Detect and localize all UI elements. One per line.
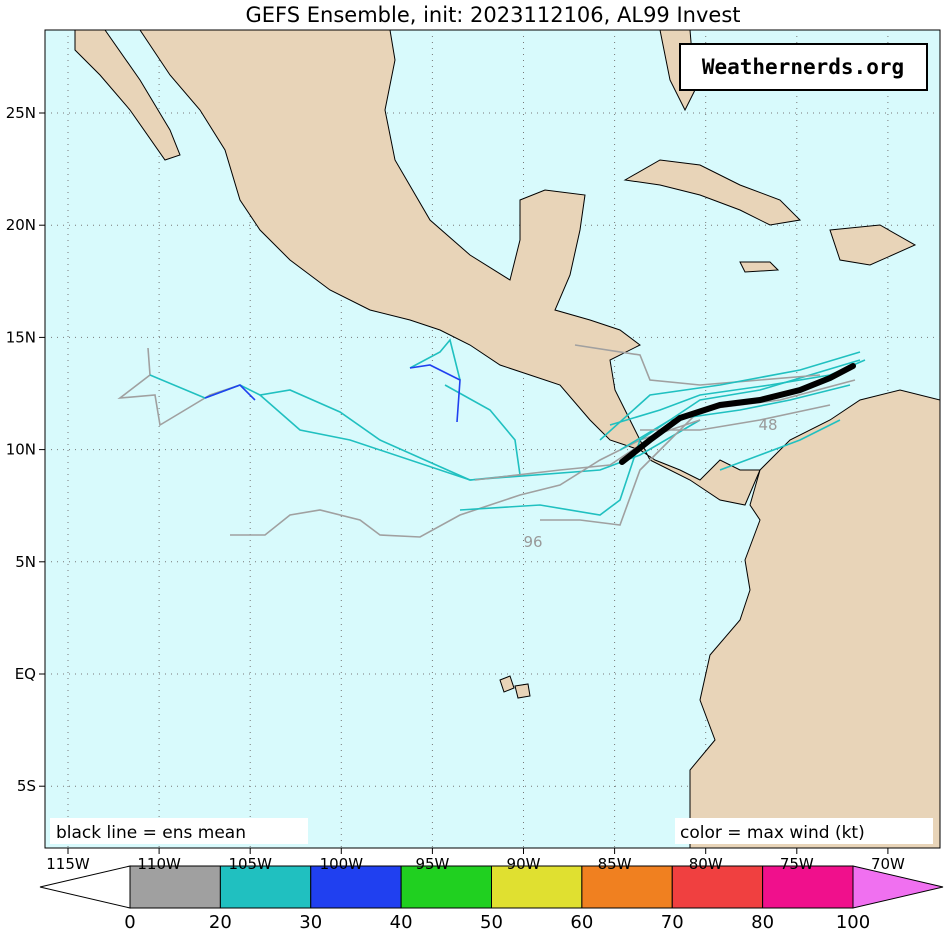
colorbar-end <box>852 865 944 909</box>
colorbar-segment <box>400 865 492 909</box>
x-tick-label: 80W <box>689 855 723 873</box>
colorbar-label: 80 <box>751 912 774 933</box>
colorbar-label: 20 <box>209 912 232 933</box>
note-left: black line = ens mean <box>56 823 246 843</box>
colorbar: 0 20 30 40 50 60 70 80 100 <box>39 865 944 933</box>
y-tick-label: 5N <box>15 553 36 571</box>
y-tick-label: 15N <box>6 328 36 346</box>
x-tick-label: 95W <box>415 855 449 873</box>
colorbar-label: 100 <box>836 912 870 933</box>
watermark: Weathernerds.org <box>702 55 904 79</box>
y-tick-label: 20N <box>6 216 36 234</box>
colorbar-segment <box>671 865 764 909</box>
track-label: 48 <box>758 416 777 434</box>
colorbar-label: 60 <box>570 912 593 933</box>
x-tick-label: 105W <box>228 855 272 873</box>
colorbar-segment <box>491 865 583 909</box>
x-tick-label: 70W <box>871 855 905 873</box>
y-tick-label: 25N <box>6 104 36 122</box>
colorbar-label: 30 <box>299 912 322 933</box>
y-tick-label: 10N <box>6 441 36 459</box>
note-right: color = max wind (kt) <box>680 823 865 843</box>
colorbar-label: 40 <box>390 912 413 933</box>
colorbar-label: 70 <box>661 912 684 933</box>
x-tick-label: 85W <box>598 855 632 873</box>
x-tick-label: 115W <box>46 855 90 873</box>
colorbar-segment <box>762 865 854 909</box>
note-box <box>50 818 308 844</box>
colorbar-segment <box>310 865 402 909</box>
note-box <box>675 818 933 844</box>
tracks <box>117 338 866 538</box>
colorbar-segment <box>219 865 312 909</box>
colorbar-label: 50 <box>480 912 503 933</box>
y-tick-label: 5S <box>17 777 36 795</box>
watermark-box <box>679 43 928 91</box>
y-tick-label: EQ <box>15 665 36 683</box>
colorbar-label: 0 <box>124 912 135 933</box>
land <box>74 29 941 849</box>
x-tick-label: 110W <box>137 855 181 873</box>
colorbar-segment <box>129 865 221 909</box>
x-tick-label: 75W <box>780 855 814 873</box>
title: GEFS Ensemble, init: 2023112106, AL99 In… <box>246 3 741 27</box>
x-tick-label: 100W <box>320 855 364 873</box>
x-tick-label: 90W <box>507 855 541 873</box>
track-label: 96 <box>523 533 542 551</box>
